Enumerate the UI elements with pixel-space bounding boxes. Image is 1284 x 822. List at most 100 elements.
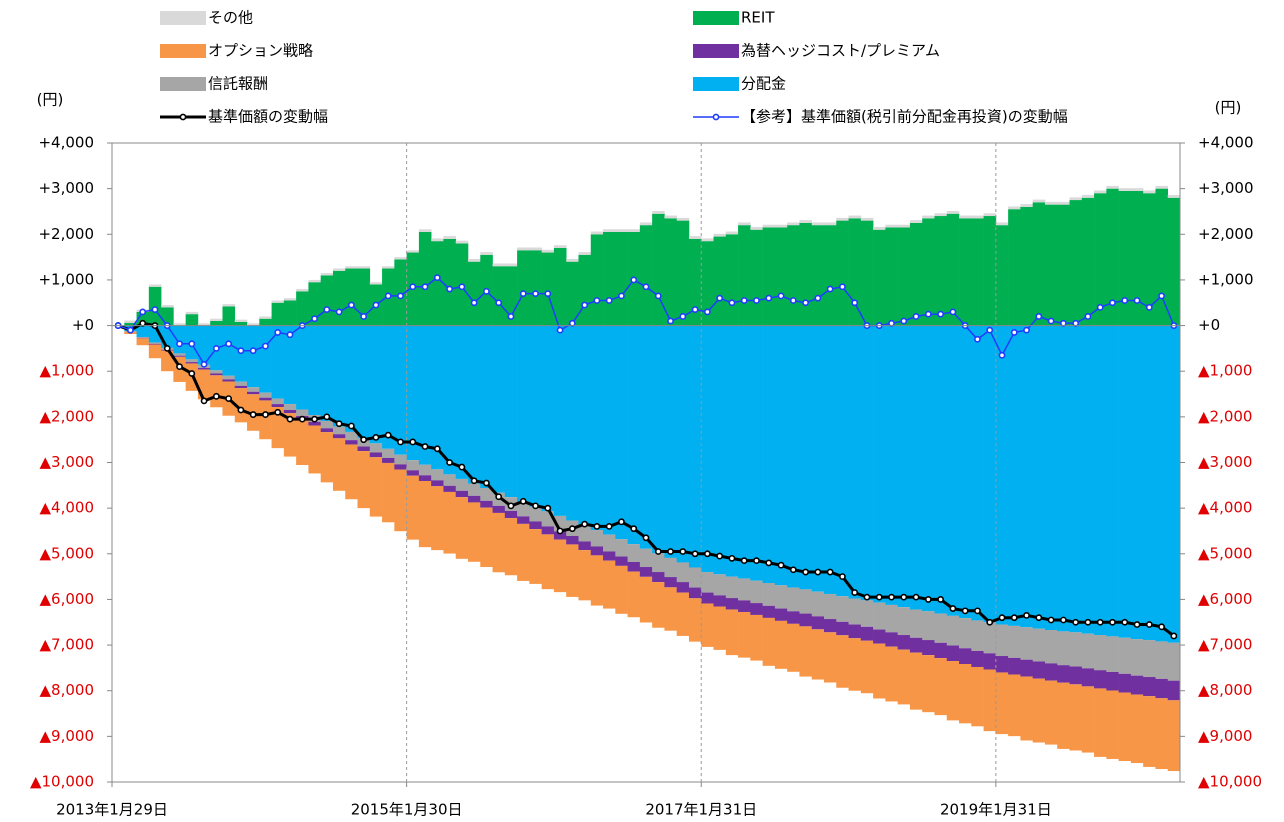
line-marker	[1047, 616, 1055, 624]
legend-label: 為替ヘッジコスト/プレミアム	[741, 42, 940, 60]
line-marker	[1096, 303, 1104, 311]
line-marker	[433, 274, 441, 282]
bar-segment	[799, 220, 813, 223]
bar-segment	[1081, 668, 1095, 687]
bar-segment	[738, 600, 751, 612]
bar-segment	[676, 562, 690, 583]
line-marker	[446, 285, 453, 293]
line-marker	[483, 479, 490, 487]
bar-segment	[922, 611, 935, 641]
bar-segment	[566, 544, 579, 597]
bar-segment	[529, 247, 542, 251]
bar-segment	[615, 232, 628, 326]
bar-segment	[688, 587, 702, 599]
line-marker	[937, 310, 945, 318]
bar-segment	[1081, 633, 1095, 669]
bar-segment	[504, 325, 518, 498]
bar-segment	[185, 362, 199, 364]
bar-segment	[1130, 190, 1144, 326]
bar-segment	[603, 534, 616, 552]
bar-segment	[259, 316, 272, 319]
bar-segment	[590, 234, 604, 326]
line-marker	[802, 299, 809, 307]
bar-segment	[946, 211, 960, 214]
line-marker	[397, 292, 404, 300]
bar-segment	[860, 217, 874, 221]
line-marker	[495, 299, 503, 307]
bar-segment	[222, 325, 236, 376]
bar-segment	[1069, 684, 1083, 751]
bar-segment	[357, 268, 371, 326]
legend-marker	[712, 113, 720, 121]
bar-segment	[824, 632, 837, 683]
bar-segment	[1167, 680, 1181, 701]
bar-segment	[811, 222, 825, 226]
bar-segment	[811, 325, 825, 592]
bar-segment	[443, 474, 457, 486]
bar-segment	[848, 624, 862, 639]
line-marker	[200, 360, 208, 368]
line-marker	[691, 550, 699, 558]
bar-segment	[590, 530, 604, 547]
bar-segment	[688, 236, 702, 239]
line-marker	[986, 618, 994, 626]
bar-segment	[713, 233, 727, 237]
line-marker	[1035, 614, 1043, 622]
bar-segment	[308, 425, 321, 474]
bar-segment	[247, 387, 260, 392]
legend-swatch	[693, 11, 739, 25]
line-marker	[924, 596, 932, 603]
bar-segment	[1155, 188, 1169, 326]
y2-tick-label: ▲9,000	[1198, 727, 1252, 745]
bar-segment	[995, 624, 1009, 657]
bar-segment	[750, 614, 763, 661]
bar-segment	[590, 231, 604, 235]
bar-segment	[676, 220, 690, 326]
line-marker	[127, 326, 134, 334]
bar-segment	[1094, 635, 1107, 671]
bar-segment	[529, 325, 542, 507]
bar-segment	[394, 259, 407, 326]
line-marker	[1010, 329, 1018, 336]
bar-segment	[431, 469, 444, 481]
bar-segment	[983, 325, 997, 623]
bar-segment	[173, 323, 186, 326]
line-marker	[458, 283, 466, 291]
bar-segment	[222, 379, 236, 382]
bar-segment	[431, 241, 444, 326]
bar-segment	[1130, 639, 1144, 676]
bar-segment	[774, 224, 788, 228]
line-marker	[986, 326, 994, 334]
bar-segment	[995, 672, 1009, 735]
bar-segment	[283, 404, 297, 411]
y-tick-label: ▲6,000	[40, 590, 94, 608]
bar-segment	[603, 551, 616, 561]
bar-segment	[492, 505, 506, 513]
line-marker	[249, 347, 257, 355]
bar-segment	[296, 409, 309, 416]
line-marker	[716, 294, 724, 302]
bar-segment	[578, 254, 592, 326]
line-marker	[765, 559, 773, 567]
bar-segment	[627, 571, 641, 618]
line-marker	[237, 406, 245, 414]
bar-segment	[983, 216, 997, 326]
bar-segment	[148, 286, 162, 326]
y2-tick-label: +1,000	[1198, 270, 1254, 288]
bar-segment	[922, 640, 935, 656]
bar-segment	[824, 325, 837, 594]
bar-segment	[455, 497, 469, 559]
bar-segment	[885, 227, 898, 326]
bar-segment	[320, 275, 334, 326]
line-marker	[740, 557, 748, 565]
bar-segment	[897, 649, 911, 705]
bar-segment	[443, 236, 457, 239]
bar-segment	[480, 500, 493, 508]
line-marker	[581, 301, 589, 309]
bar-segment	[811, 629, 825, 680]
bar-segment	[725, 609, 739, 656]
bar-segment	[946, 615, 960, 646]
bar-segment	[713, 595, 727, 607]
bar-segment	[332, 268, 346, 271]
line-marker	[323, 413, 331, 421]
